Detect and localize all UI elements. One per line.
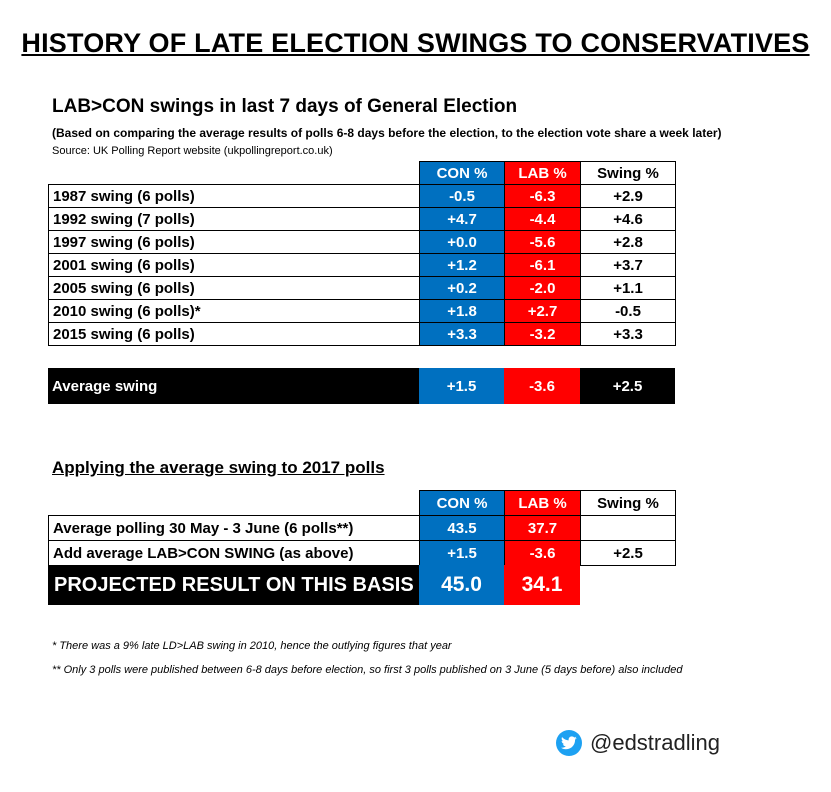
row-label: Average polling 30 May - 3 June (6 polls… xyxy=(48,515,420,541)
row-swing-value: +2.9 xyxy=(580,184,676,208)
table-header-row: CON % LAB % Swing % xyxy=(49,490,676,516)
col-header-con: CON % xyxy=(419,161,505,185)
table-row: 1987 swing (6 polls) -0.5 -6.3 +2.9 xyxy=(48,184,676,208)
row-lab-value: -4.4 xyxy=(504,207,581,231)
projection-table: CON % LAB % Swing % Average polling 30 M… xyxy=(48,490,676,566)
row-con-value: 43.5 xyxy=(419,515,505,541)
row-swing-value: +3.3 xyxy=(580,322,676,346)
twitter-handle: @edstradling xyxy=(556,730,720,756)
row-label: 1997 swing (6 polls) xyxy=(48,230,420,254)
row-lab-value: +2.7 xyxy=(504,299,581,323)
section1-note: (Based on comparing the average results … xyxy=(52,126,722,140)
projected-result-label: PROJECTED RESULT ON THIS BASIS xyxy=(48,565,419,605)
row-lab-value: 37.7 xyxy=(504,515,581,541)
row-con-value: +1.5 xyxy=(419,540,505,566)
swing-history-table: CON % LAB % Swing % 1987 swing (6 polls)… xyxy=(48,161,676,346)
row-swing-value: +2.5 xyxy=(580,540,676,566)
col-header-con: CON % xyxy=(419,490,505,516)
projected-con-value: 45.0 xyxy=(419,565,504,605)
row-swing-value: +4.6 xyxy=(580,207,676,231)
average-lab-value: -3.6 xyxy=(504,368,580,404)
footnote: * There was a 9% late LD>LAB swing in 20… xyxy=(52,640,452,652)
projected-result-row: PROJECTED RESULT ON THIS BASIS 45.0 34.1 xyxy=(48,565,580,605)
average-con-value: +1.5 xyxy=(419,368,504,404)
table-row: 2005 swing (6 polls) +0.2 -2.0 +1.1 xyxy=(48,276,676,300)
row-swing-value: +2.8 xyxy=(580,230,676,254)
twitter-bird-icon xyxy=(556,730,582,756)
col-header-lab: LAB % xyxy=(504,161,581,185)
average-swing-row: Average swing +1.5 -3.6 +2.5 xyxy=(48,368,675,404)
average-swing-label: Average swing xyxy=(48,368,419,404)
col-header-lab: LAB % xyxy=(504,490,581,516)
table-row: 1992 swing (7 polls) +4.7 -4.4 +4.6 xyxy=(48,207,676,231)
row-con-value: +4.7 xyxy=(419,207,505,231)
row-con-value: +1.8 xyxy=(419,299,505,323)
row-swing-value: +3.7 xyxy=(580,253,676,277)
row-con-value: -0.5 xyxy=(419,184,505,208)
table-row: 2010 swing (6 polls)* +1.8 +2.7 -0.5 xyxy=(48,299,676,323)
row-label: 2015 swing (6 polls) xyxy=(48,322,420,346)
row-swing-value xyxy=(580,515,676,541)
col-header-swing: Swing % xyxy=(580,490,676,516)
row-swing-value: -0.5 xyxy=(580,299,676,323)
row-lab-value: -6.1 xyxy=(504,253,581,277)
row-label: 1992 swing (7 polls) xyxy=(48,207,420,231)
row-label: Add average LAB>CON SWING (as above) xyxy=(48,540,420,566)
section1-source: Source: UK Polling Report website (ukpol… xyxy=(52,145,333,157)
row-con-value: +3.3 xyxy=(419,322,505,346)
table-row: 2015 swing (6 polls) +3.3 -3.2 +3.3 xyxy=(48,322,676,346)
row-lab-value: -6.3 xyxy=(504,184,581,208)
col-header-swing: Swing % xyxy=(580,161,676,185)
header-spacer xyxy=(49,162,420,185)
row-lab-value: -5.6 xyxy=(504,230,581,254)
table-row: Add average LAB>CON SWING (as above) +1.… xyxy=(48,540,676,566)
row-label: 2010 swing (6 polls)* xyxy=(48,299,420,323)
row-label: 1987 swing (6 polls) xyxy=(48,184,420,208)
row-swing-value: +1.1 xyxy=(580,276,676,300)
footnote: ** Only 3 polls were published between 6… xyxy=(52,664,683,676)
row-lab-value: -2.0 xyxy=(504,276,581,300)
section2-heading: Applying the average swing to 2017 polls xyxy=(52,458,385,477)
row-label: 2005 swing (6 polls) xyxy=(48,276,420,300)
row-con-value: +1.2 xyxy=(419,253,505,277)
header-spacer xyxy=(49,491,420,516)
page-title: HISTORY OF LATE ELECTION SWINGS TO CONSE… xyxy=(21,28,810,58)
row-lab-value: -3.6 xyxy=(504,540,581,566)
section1-heading: LAB>CON swings in last 7 days of General… xyxy=(52,96,518,117)
projected-lab-value: 34.1 xyxy=(504,565,580,605)
handle-text: @edstradling xyxy=(590,730,720,755)
row-con-value: +0.2 xyxy=(419,276,505,300)
row-lab-value: -3.2 xyxy=(504,322,581,346)
row-label: 2001 swing (6 polls) xyxy=(48,253,420,277)
table-row: Average polling 30 May - 3 June (6 polls… xyxy=(48,515,676,541)
table-row: 2001 swing (6 polls) +1.2 -6.1 +3.7 xyxy=(48,253,676,277)
table-header-row: CON % LAB % Swing % xyxy=(49,161,676,185)
average-swing-value: +2.5 xyxy=(580,368,675,404)
table-row: 1997 swing (6 polls) +0.0 -5.6 +2.8 xyxy=(48,230,676,254)
row-con-value: +0.0 xyxy=(419,230,505,254)
